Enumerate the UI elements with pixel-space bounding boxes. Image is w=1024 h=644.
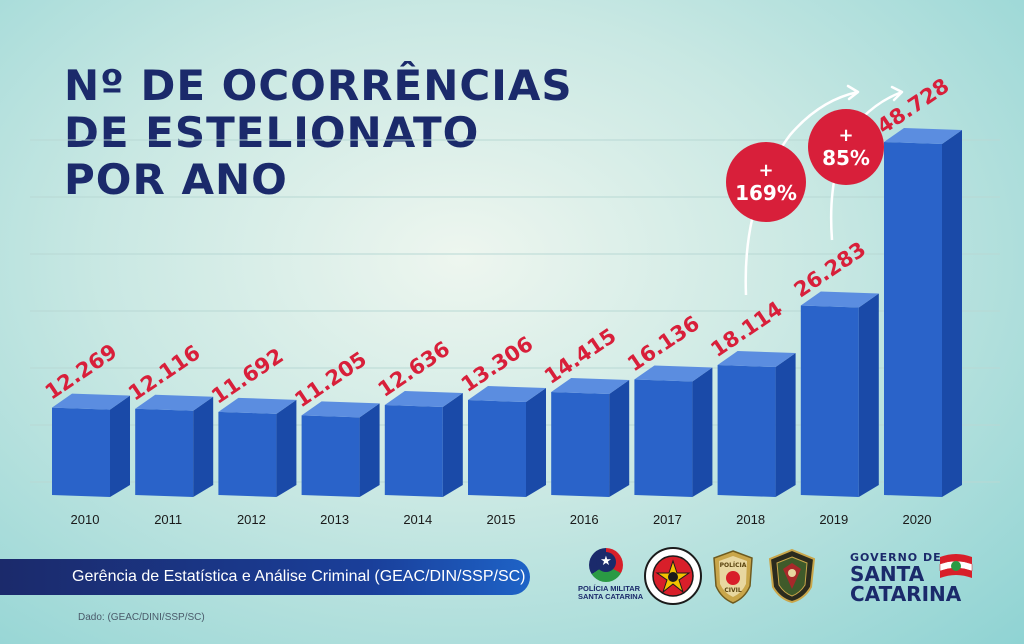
x-tick-label: 2020 [903, 512, 932, 527]
bar-2013 [301, 401, 380, 497]
igp-emblem-icon [768, 548, 816, 604]
chart-title: Nº DE OCORRÊNCIAS DE ESTELIONATO POR ANO [64, 62, 624, 203]
pm-logo-text: POLÍCIA MILITAR SANTA CATARINA [578, 584, 644, 601]
bar-front-2017 [634, 379, 693, 497]
bar-2016 [551, 377, 630, 497]
bar-top-2010 [52, 393, 130, 410]
growth-badge-sign: + [758, 160, 773, 181]
bar-front-2016 [551, 391, 610, 497]
bar-front-2010 [52, 407, 110, 497]
bar-front-2013 [301, 415, 360, 497]
bar-2017 [634, 365, 713, 497]
bar-side-2018 [775, 353, 796, 497]
bombeiros-logo [644, 547, 702, 605]
gov-logo-line-3: CATARINA [850, 582, 962, 606]
gov-logo-line-2: SANTA [850, 562, 925, 586]
x-tick-label: 2017 [653, 512, 682, 527]
bar-2018 [717, 351, 796, 497]
bar-side-2019 [858, 293, 879, 497]
bar-2012 [218, 397, 297, 497]
x-tick-label: 2016 [570, 512, 599, 527]
growth-badge [726, 142, 806, 222]
bar-2015 [468, 386, 546, 497]
bar-side-2016 [609, 379, 630, 497]
bar-front-2012 [218, 411, 277, 497]
igp-logo [768, 548, 816, 604]
bar-front-2015 [468, 400, 526, 497]
bombeiros-emblem-icon [644, 547, 702, 605]
arrowhead-icon [846, 84, 860, 101]
bar-side-2015 [526, 388, 546, 497]
bar-top-2019 [800, 291, 879, 308]
source-note: Dado: (GEAC/DINI/SSP/SC) [78, 612, 205, 623]
x-tick-label: 2013 [320, 512, 349, 527]
bar-top-2020 [884, 128, 962, 144]
bar-side-2011 [193, 396, 214, 497]
bar-side-2010 [110, 395, 130, 497]
title-line-2: DE ESTELIONATO [64, 108, 480, 157]
policia-civil-badge-icon: POLÍCIA CIVIL [713, 550, 753, 604]
bar-2014 [384, 390, 463, 497]
pm-logo-line-1: POLÍCIA MILITAR [578, 584, 641, 593]
bar-top-2014 [384, 390, 463, 407]
bar-2010 [52, 393, 130, 497]
bar-2019 [800, 291, 879, 497]
bar-top-2017 [634, 365, 713, 382]
growth-badge [808, 109, 884, 185]
star-emblem-icon [589, 548, 623, 582]
growth-annotation: +169% [726, 84, 860, 296]
bar-front-2011 [135, 408, 194, 497]
bar-front-2018 [717, 365, 776, 497]
bar-top-2018 [717, 351, 796, 368]
growth-badge-percent: 169% [735, 181, 797, 205]
bar-side-2012 [276, 399, 297, 497]
x-tick-label: 2015 [487, 512, 516, 527]
bar-top-2012 [218, 397, 297, 414]
bar-front-2014 [384, 404, 443, 497]
pm-logo-line-2: SANTA CATARINA [578, 592, 644, 601]
x-tick-label: 2014 [403, 512, 432, 527]
x-tick-label: 2012 [237, 512, 266, 527]
bar-2011 [135, 394, 214, 497]
title-line-3: POR ANO [64, 155, 288, 204]
arrowhead-icon [890, 85, 904, 102]
bar-side-2020 [942, 130, 962, 497]
bar-front-2019 [800, 305, 859, 497]
footer-banner [0, 559, 530, 595]
governo-santa-catarina-logo: GOVERNO DE SANTA CATARINA [850, 551, 974, 604]
x-tick-label: 2010 [71, 512, 100, 527]
x-tick-label: 2011 [154, 512, 182, 527]
x-tick-label: 2019 [819, 512, 848, 527]
growth-arrow [744, 90, 859, 296]
policia-civil-logo: POLÍCIA CIVIL [712, 550, 754, 604]
footer-banner-text: Gerência de Estatística e Análise Crimin… [72, 568, 526, 585]
bar-front-2020 [884, 142, 942, 497]
bar-top-2011 [135, 394, 214, 411]
growth-badge-percent: 85% [822, 146, 870, 170]
pc-logo-line-1: POLÍCIA [720, 561, 747, 569]
bar-top-2015 [468, 386, 546, 403]
gov-logo-line-1: GOVERNO DE [850, 551, 942, 564]
santa-catarina-flag-icon [939, 554, 973, 578]
title-line-1: Nº DE OCORRÊNCIAS [64, 61, 573, 110]
policia-militar-logo: POLÍCIA MILITAR SANTA CATARINA [578, 548, 644, 601]
bar-2020 [884, 128, 962, 497]
bar-side-2014 [442, 392, 463, 497]
growth-badge-sign: + [838, 125, 853, 146]
bar-top-2013 [301, 401, 380, 418]
x-tick-label: 2018 [736, 512, 765, 527]
pc-logo-line-2: CIVIL [724, 587, 742, 594]
bar-side-2013 [359, 403, 380, 497]
growth-annotation: +85% [808, 85, 904, 241]
bar-top-2016 [551, 377, 630, 394]
bar-side-2017 [692, 367, 713, 497]
